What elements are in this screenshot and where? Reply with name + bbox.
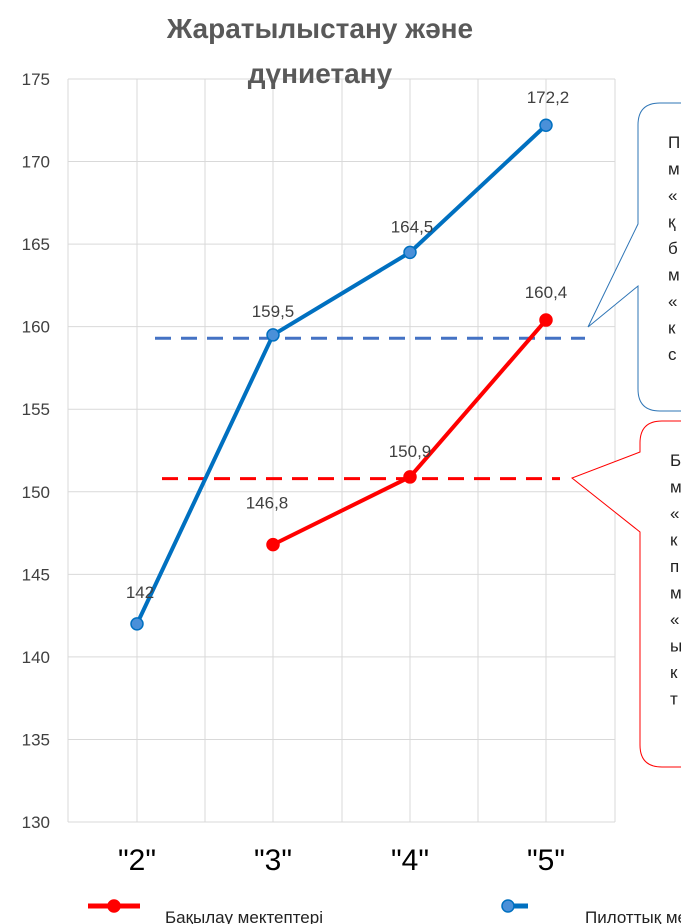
legend-marker: [107, 899, 121, 913]
data-point: [403, 245, 417, 260]
data-point: [130, 617, 144, 631]
callout-text-line: м: [670, 478, 681, 497]
y-tick-label: 140: [22, 648, 50, 667]
callout-text-line: к: [670, 663, 678, 682]
callout-text-line: «: [668, 186, 677, 205]
data-point: [266, 537, 280, 552]
callout-text-line: «: [668, 292, 677, 311]
series-group: 146,8 150,9 160,4 142 159,5 164,5 172,2: [126, 88, 570, 631]
callout-text-line: п: [670, 557, 679, 576]
callout-text-line: қ: [668, 213, 676, 232]
y-tick-label: 175: [22, 70, 50, 89]
y-tick-label: 160: [22, 318, 50, 337]
data-label: 172,2: [527, 88, 570, 107]
callout-bubble: [587, 102, 681, 412]
legend-label: Бақылау мектептері: [165, 908, 323, 924]
y-tick-label: 130: [22, 813, 50, 832]
data-point: [266, 328, 280, 342]
data-label: 142: [126, 583, 154, 602]
axes: 130 135 140 145 150 155 160 165 170 175 "2" "3" "4" "…: [22, 70, 565, 877]
y-tick-label: 155: [22, 400, 50, 419]
y-tick-label: 150: [22, 483, 50, 502]
legend-label: Пилоттық мектептер: [585, 908, 681, 924]
callout-text-line: б: [668, 239, 678, 258]
chart-title-line-2: дүниетану: [248, 58, 393, 89]
y-tick-label: 165: [22, 235, 50, 254]
callout-text-line: к: [670, 531, 678, 550]
data-point: [539, 313, 553, 327]
legend-marker: [501, 899, 515, 913]
chart-title-line-1: Жаратылыстану және: [166, 13, 473, 44]
callout-text-line: «: [670, 504, 679, 523]
x-tick-label: "3": [254, 844, 292, 877]
series-line: [135, 123, 548, 625]
callout-text-line: ы: [670, 637, 681, 656]
data-label: 164,5: [391, 217, 434, 236]
y-tick-label: 170: [22, 153, 50, 172]
callout-text-line: П: [668, 133, 680, 152]
callout-text-line: м: [668, 266, 680, 285]
data-label: 159,5: [252, 302, 295, 321]
callout-text-line: м: [670, 584, 681, 603]
average-lines: [155, 336, 585, 481]
y-tick-label: 145: [22, 565, 50, 584]
data-point: [539, 118, 553, 132]
data-label: 146,8: [246, 494, 289, 513]
data-point: [403, 470, 417, 484]
callout-text-line: «: [670, 610, 679, 629]
x-tick-label: "4": [391, 844, 429, 877]
x-tick-label: "2": [118, 844, 156, 877]
grid: [67, 78, 616, 823]
callout-text-line: к: [668, 319, 676, 338]
data-label: 160,4: [525, 283, 568, 302]
callout-text-line: м: [668, 160, 680, 179]
callout-text-line: с: [668, 345, 677, 364]
y-tick-label: 135: [22, 730, 50, 749]
x-tick-label: "5": [527, 844, 565, 877]
callout-bubble: [571, 420, 681, 768]
data-label: 150,9: [389, 442, 432, 461]
callout-text-line: Б: [670, 451, 681, 470]
legend: Бақылау мектептері Пилоттық мектептер: [88, 899, 681, 924]
callout-text-line: т: [670, 690, 678, 709]
